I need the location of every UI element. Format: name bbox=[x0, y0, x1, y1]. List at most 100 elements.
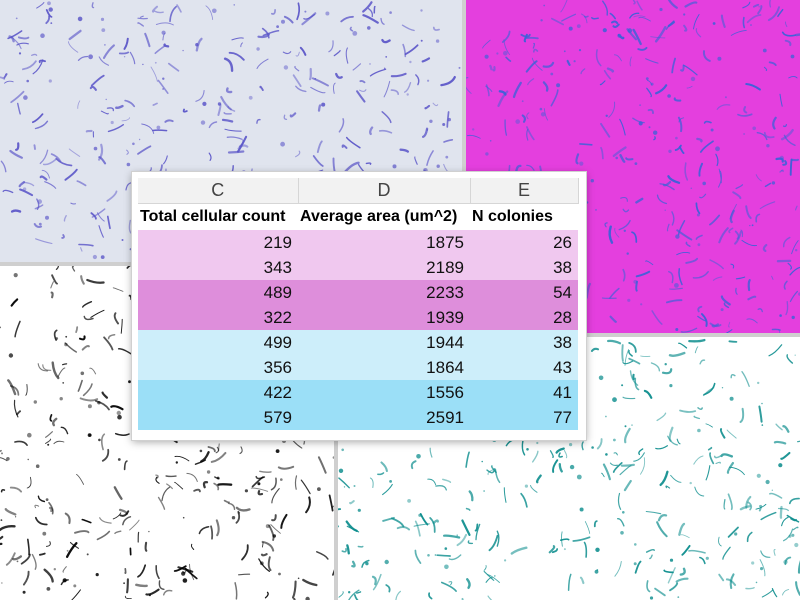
cell-strand bbox=[167, 62, 180, 72]
cell-strand bbox=[657, 514, 668, 522]
cell-strand bbox=[223, 499, 230, 504]
cell-strand bbox=[45, 15, 51, 25]
cell-strand bbox=[261, 540, 275, 552]
cell-average-area[interactable]: 1864 bbox=[298, 355, 470, 380]
cell-n-colonies[interactable]: 43 bbox=[470, 355, 578, 380]
cell-dot bbox=[332, 456, 334, 459]
cell-n-colonies[interactable]: 54 bbox=[470, 280, 578, 305]
table-row: 219 1875 26 bbox=[138, 230, 578, 255]
cell-strand bbox=[152, 102, 158, 106]
cell-strand bbox=[697, 407, 703, 410]
cell-strand bbox=[106, 190, 118, 202]
cell-dot bbox=[86, 553, 89, 556]
cell-total-count[interactable]: 356 bbox=[138, 355, 298, 380]
header-total-cellular-count[interactable]: Total cellular count bbox=[140, 208, 286, 225]
cell-strand bbox=[636, 0, 643, 11]
cell-average-area[interactable]: 2233 bbox=[298, 280, 470, 305]
cell-strand bbox=[190, 543, 195, 550]
cell-strand bbox=[563, 449, 568, 459]
cell-strand bbox=[619, 465, 632, 476]
cell-strand bbox=[670, 474, 682, 483]
cell-n-colonies[interactable]: 38 bbox=[470, 330, 578, 355]
cell-dot bbox=[621, 384, 624, 387]
cell-strand bbox=[718, 227, 729, 244]
cell-total-count[interactable]: 489 bbox=[138, 280, 298, 305]
cell-strand bbox=[340, 15, 354, 23]
cell-strand bbox=[693, 14, 700, 30]
cell-strand bbox=[496, 530, 500, 547]
cell-average-area[interactable]: 1944 bbox=[298, 330, 470, 355]
cell-n-colonies[interactable]: 26 bbox=[470, 230, 578, 255]
cell-average-area[interactable]: 2189 bbox=[298, 255, 470, 280]
cell-dot bbox=[6, 457, 10, 461]
cell-dot bbox=[650, 82, 654, 86]
cell-dot bbox=[104, 44, 106, 46]
cell-strand bbox=[369, 126, 374, 136]
table-row: 356 1864 43 bbox=[138, 355, 578, 380]
cell-strand bbox=[429, 447, 433, 458]
cell-strand bbox=[174, 481, 184, 490]
cell-strand bbox=[789, 266, 800, 276]
cell-n-colonies[interactable]: 41 bbox=[470, 380, 578, 405]
cell-dot bbox=[338, 468, 344, 473]
cell-total-count[interactable]: 422 bbox=[138, 380, 298, 405]
cell-strand bbox=[198, 525, 210, 535]
cell-dot bbox=[578, 49, 582, 52]
column-header-c[interactable]: C bbox=[138, 178, 299, 204]
cell-average-area[interactable]: 1939 bbox=[298, 305, 470, 330]
cell-total-count[interactable]: 579 bbox=[138, 405, 298, 430]
cell-strand bbox=[555, 447, 565, 454]
cell-strand bbox=[101, 391, 109, 399]
cell-strand bbox=[45, 438, 52, 444]
cell-strand bbox=[262, 30, 280, 37]
cell-dot bbox=[634, 543, 637, 546]
cell-strand bbox=[205, 5, 214, 20]
cell-strand bbox=[677, 116, 683, 133]
cell-strand bbox=[373, 5, 376, 14]
cell-strand bbox=[584, 521, 591, 534]
cell-strand bbox=[485, 85, 493, 93]
cell-dot bbox=[795, 249, 798, 252]
cell-strand bbox=[129, 519, 140, 531]
cell-dot bbox=[276, 25, 279, 28]
cell-total-count[interactable]: 322 bbox=[138, 305, 298, 330]
cell-dot bbox=[95, 573, 99, 577]
cell-strand bbox=[12, 555, 23, 561]
cell-dot bbox=[766, 144, 770, 148]
header-row: Total cellular count Average area (um^2)… bbox=[138, 204, 578, 231]
cell-strand bbox=[5, 552, 16, 566]
cell-strand bbox=[309, 67, 312, 81]
cell-average-area[interactable]: 2591 bbox=[298, 405, 470, 430]
cell-strand bbox=[62, 363, 68, 366]
cell-dot bbox=[696, 213, 700, 217]
cell-average-area[interactable]: 1875 bbox=[298, 230, 470, 255]
cell-strand bbox=[727, 493, 733, 511]
cell-strand bbox=[17, 102, 21, 115]
cell-dot bbox=[627, 28, 633, 33]
cell-strand bbox=[634, 560, 642, 574]
cell-dot bbox=[98, 438, 101, 442]
cell-strand bbox=[378, 129, 393, 134]
cell-strand bbox=[634, 377, 640, 391]
cell-dot bbox=[48, 7, 53, 12]
column-header-e[interactable]: E bbox=[470, 178, 579, 204]
cell-strand bbox=[144, 32, 151, 48]
cell-strand bbox=[86, 278, 105, 284]
cell-strand bbox=[99, 517, 112, 524]
cell-strand bbox=[226, 136, 243, 140]
cell-total-count[interactable]: 499 bbox=[138, 330, 298, 355]
cell-n-colonies[interactable]: 77 bbox=[470, 405, 578, 430]
cell-total-count[interactable]: 343 bbox=[138, 255, 298, 280]
cell-n-colonies[interactable]: 38 bbox=[470, 255, 578, 280]
cell-dot bbox=[48, 79, 52, 83]
cell-n-colonies[interactable]: 28 bbox=[470, 305, 578, 330]
column-header-d[interactable]: D bbox=[298, 178, 471, 204]
cell-strand bbox=[80, 275, 85, 285]
cell-strand bbox=[782, 425, 790, 433]
cell-total-count[interactable]: 219 bbox=[138, 230, 298, 255]
header-n-colonies[interactable]: N colonies bbox=[472, 208, 553, 225]
header-average-area[interactable]: Average area (um^2) bbox=[300, 208, 458, 225]
cell-average-area[interactable]: 1556 bbox=[298, 380, 470, 405]
cell-strand bbox=[466, 77, 469, 79]
cell-strand bbox=[720, 295, 731, 306]
